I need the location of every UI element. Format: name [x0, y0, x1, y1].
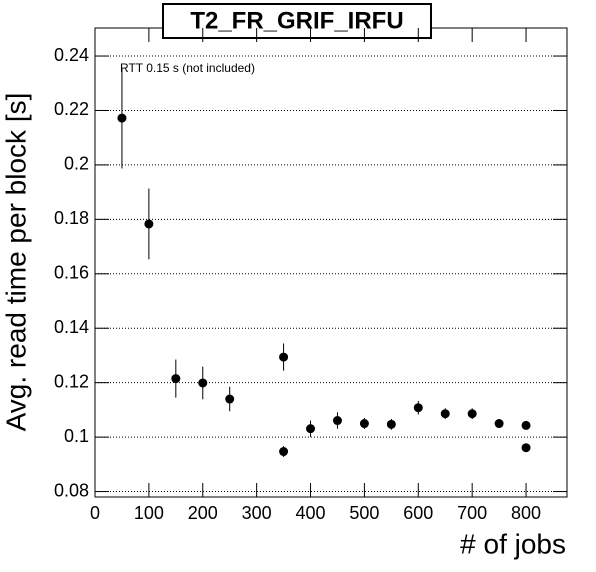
data-point	[171, 374, 181, 384]
y-tick-label: 0.08	[54, 480, 89, 500]
y-axis-label: Avg. read time per block [s]	[0, 93, 31, 432]
data-point	[279, 352, 289, 362]
data-point	[494, 419, 504, 429]
x-tick-label: 100	[134, 503, 164, 523]
x-tick-label: 800	[511, 503, 541, 523]
data-point	[144, 219, 154, 229]
data-point	[117, 113, 127, 123]
y-tick-label: 0.12	[54, 371, 89, 391]
y-tick-label: 0.1	[64, 426, 89, 446]
x-tick-label: 300	[242, 503, 272, 523]
x-tick-label: 200	[188, 503, 218, 523]
data-point	[467, 409, 477, 419]
data-point	[359, 419, 369, 429]
y-tick-label: 0.16	[54, 263, 89, 283]
data-point	[413, 403, 423, 413]
x-axis-label: # of jobs	[460, 528, 566, 559]
y-tick-label: 0.2	[64, 154, 89, 174]
data-point	[225, 394, 235, 404]
data-point	[198, 378, 208, 388]
y-tick-label: 0.14	[54, 317, 89, 337]
x-tick-label: 500	[349, 503, 379, 523]
data-point	[279, 447, 289, 457]
data-point	[332, 416, 342, 426]
y-tick-label: 0.24	[54, 45, 89, 65]
data-point	[521, 443, 531, 453]
x-tick-label: 700	[457, 503, 487, 523]
data-point	[521, 420, 531, 430]
y-tick-label: 0.22	[54, 99, 89, 119]
data-point	[386, 419, 396, 429]
title-box	[162, 3, 432, 39]
data-point	[440, 409, 450, 419]
chart-title: T2_FR_GRIF_IRFU	[190, 7, 403, 34]
x-tick-label: 600	[403, 503, 433, 523]
x-tick-label: 0	[90, 503, 100, 523]
y-tick-label: 0.18	[54, 208, 89, 228]
annotation: RTT 0.15 s (not included)	[120, 61, 255, 75]
data-point	[306, 424, 316, 434]
x-tick-label: 400	[296, 503, 326, 523]
